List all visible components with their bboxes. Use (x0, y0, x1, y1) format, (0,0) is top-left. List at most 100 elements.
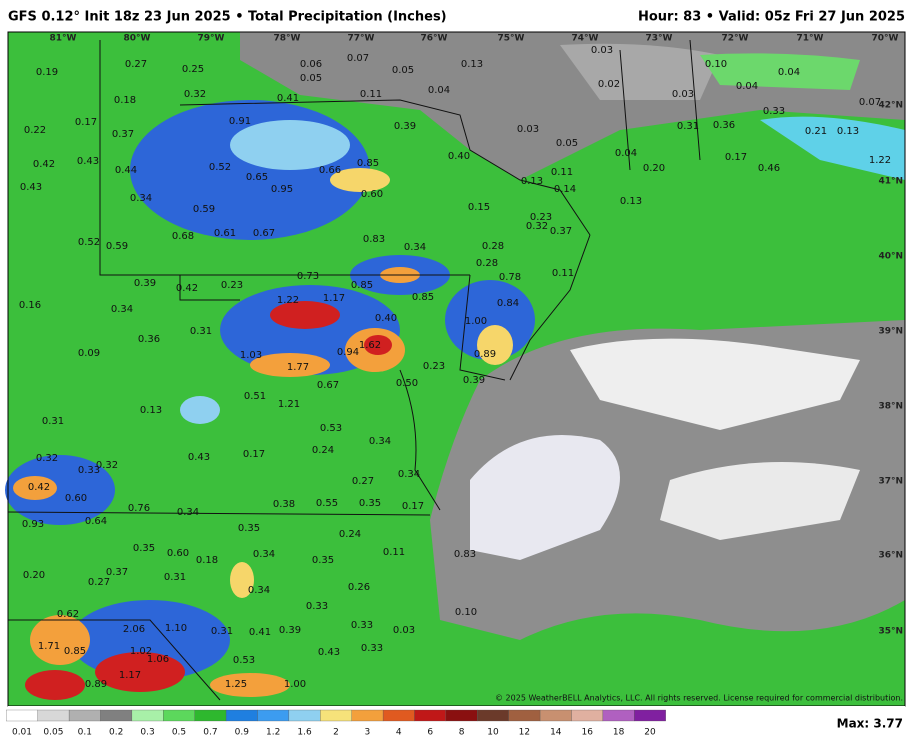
precip-value: 0.09 (78, 348, 100, 359)
precip-value: 0.42 (33, 159, 55, 170)
precip-value: 0.42 (176, 283, 198, 294)
longitude-label: 75°W (498, 34, 525, 44)
precip-value: 0.10 (705, 59, 727, 70)
colorbar-swatch (131, 709, 164, 722)
precip-value: 0.05 (300, 73, 322, 84)
precip-value: 1.25 (225, 679, 247, 690)
precip-value: 0.39 (463, 375, 485, 386)
precip-value: 0.04 (778, 67, 800, 78)
colorbar-swatch (194, 709, 227, 722)
precip-value: 0.43 (188, 452, 210, 463)
colorbar-swatch (508, 709, 541, 722)
precip-value: 1.22 (869, 155, 891, 166)
colorbar-swatch (445, 709, 478, 722)
precip-value: 0.33 (763, 106, 785, 117)
precip-value: 0.11 (383, 547, 405, 558)
precip-value: 0.27 (125, 59, 147, 70)
colorbar-swatch (414, 709, 447, 722)
precip-value: 1.71 (38, 641, 60, 652)
colorbar-swatch (163, 709, 195, 722)
precip-value: 0.33 (351, 620, 373, 631)
precip-value: 0.59 (106, 241, 128, 252)
latitude-label: 39°N (878, 327, 903, 337)
precip-value: 0.20 (23, 570, 45, 581)
precip-value: 0.28 (476, 258, 498, 269)
precip-value: 0.16 (19, 300, 41, 311)
longitude-label: 76°W (421, 34, 448, 44)
precip-value: 0.35 (359, 498, 381, 509)
colorbar-label: 10 (487, 728, 499, 738)
colorbar-swatch (634, 709, 666, 722)
colorbar-swatch (100, 709, 133, 722)
latitude-label: 40°N (878, 252, 903, 262)
precip-value: 0.03 (517, 124, 539, 135)
colorbar-label: 4 (396, 728, 402, 738)
colorbar-label: 0.3 (140, 728, 154, 738)
precip-value: 0.23 (423, 361, 445, 372)
colorbar-label: 0.5 (172, 728, 186, 738)
precip-value: 0.43 (318, 647, 340, 658)
precip-value: 0.17 (725, 152, 747, 163)
precip-value: 0.61 (214, 228, 236, 239)
borders (7, 39, 701, 701)
colorbar-swatch (6, 709, 38, 722)
colorbar-swatch (288, 709, 321, 722)
colorbar-label: 16 (581, 728, 593, 738)
precip-value: 0.06 (300, 59, 322, 70)
precip-value: 0.68 (172, 231, 194, 242)
precip-value: 0.34 (369, 436, 391, 447)
longitude-label: 79°W (198, 34, 225, 44)
colorbar-swatch (351, 709, 384, 722)
precip-value: 0.83 (363, 234, 385, 245)
precip-value: 0.13 (140, 405, 162, 416)
precip-value: 0.94 (337, 347, 359, 358)
precip-value: 0.14 (554, 184, 576, 195)
precip-value: 0.31 (42, 416, 64, 427)
precip-value: 0.03 (591, 45, 613, 56)
colorbar-swatch (539, 709, 572, 722)
precip-value: 0.23 (221, 280, 243, 291)
precip-value: 0.15 (468, 202, 490, 213)
longitude-label: 80°W (124, 34, 151, 44)
precip-value: 0.34 (398, 469, 420, 480)
precip-value: 0.11 (360, 89, 382, 100)
precip-value: 0.17 (243, 449, 265, 460)
precip-value: 0.89 (85, 679, 107, 690)
latitude-label: 36°N (878, 551, 903, 561)
colorbar-swatch (382, 709, 415, 722)
precip-value: 0.52 (209, 162, 231, 173)
colorbar-swatch (571, 709, 604, 722)
latitude-label: 42°N (878, 101, 903, 111)
precip-value: 0.78 (499, 272, 521, 283)
precip-value: 0.38 (273, 499, 295, 510)
precip-value: 0.31 (190, 326, 212, 337)
precip-value: 0.17 (402, 501, 424, 512)
colorbar-label: 2 (333, 728, 339, 738)
precip-value: 1.21 (278, 399, 300, 410)
precip-value: 0.10 (455, 607, 477, 618)
precip-value: 0.89 (474, 349, 496, 360)
colorbar-swatch (225, 709, 258, 722)
precip-value: 0.05 (556, 138, 578, 149)
precip-value: 0.85 (412, 292, 434, 303)
longitude-label: 72°W (722, 34, 749, 44)
colorbar-label: 18 (613, 728, 625, 738)
colorbar-swatch (320, 709, 352, 722)
precip-value: 0.34 (177, 507, 199, 518)
precip-value: 0.46 (758, 163, 780, 174)
longitude-label: 70°W (872, 34, 899, 44)
colorbar-swatch (68, 709, 101, 722)
precip-value: 0.39 (394, 121, 416, 132)
precip-value: 0.42 (28, 482, 50, 493)
precip-value: 0.22 (24, 125, 46, 136)
precip-value: 0.04 (615, 148, 637, 159)
precip-value: 0.33 (361, 643, 383, 654)
precip-value: 1.17 (119, 670, 141, 681)
precip-value: 1.03 (240, 350, 262, 361)
precip-value: 0.31 (164, 572, 186, 583)
precip-value: 0.31 (677, 121, 699, 132)
precip-value: 0.33 (306, 601, 328, 612)
precip-value: 0.53 (320, 423, 342, 434)
precip-value: 1.62 (359, 340, 381, 351)
